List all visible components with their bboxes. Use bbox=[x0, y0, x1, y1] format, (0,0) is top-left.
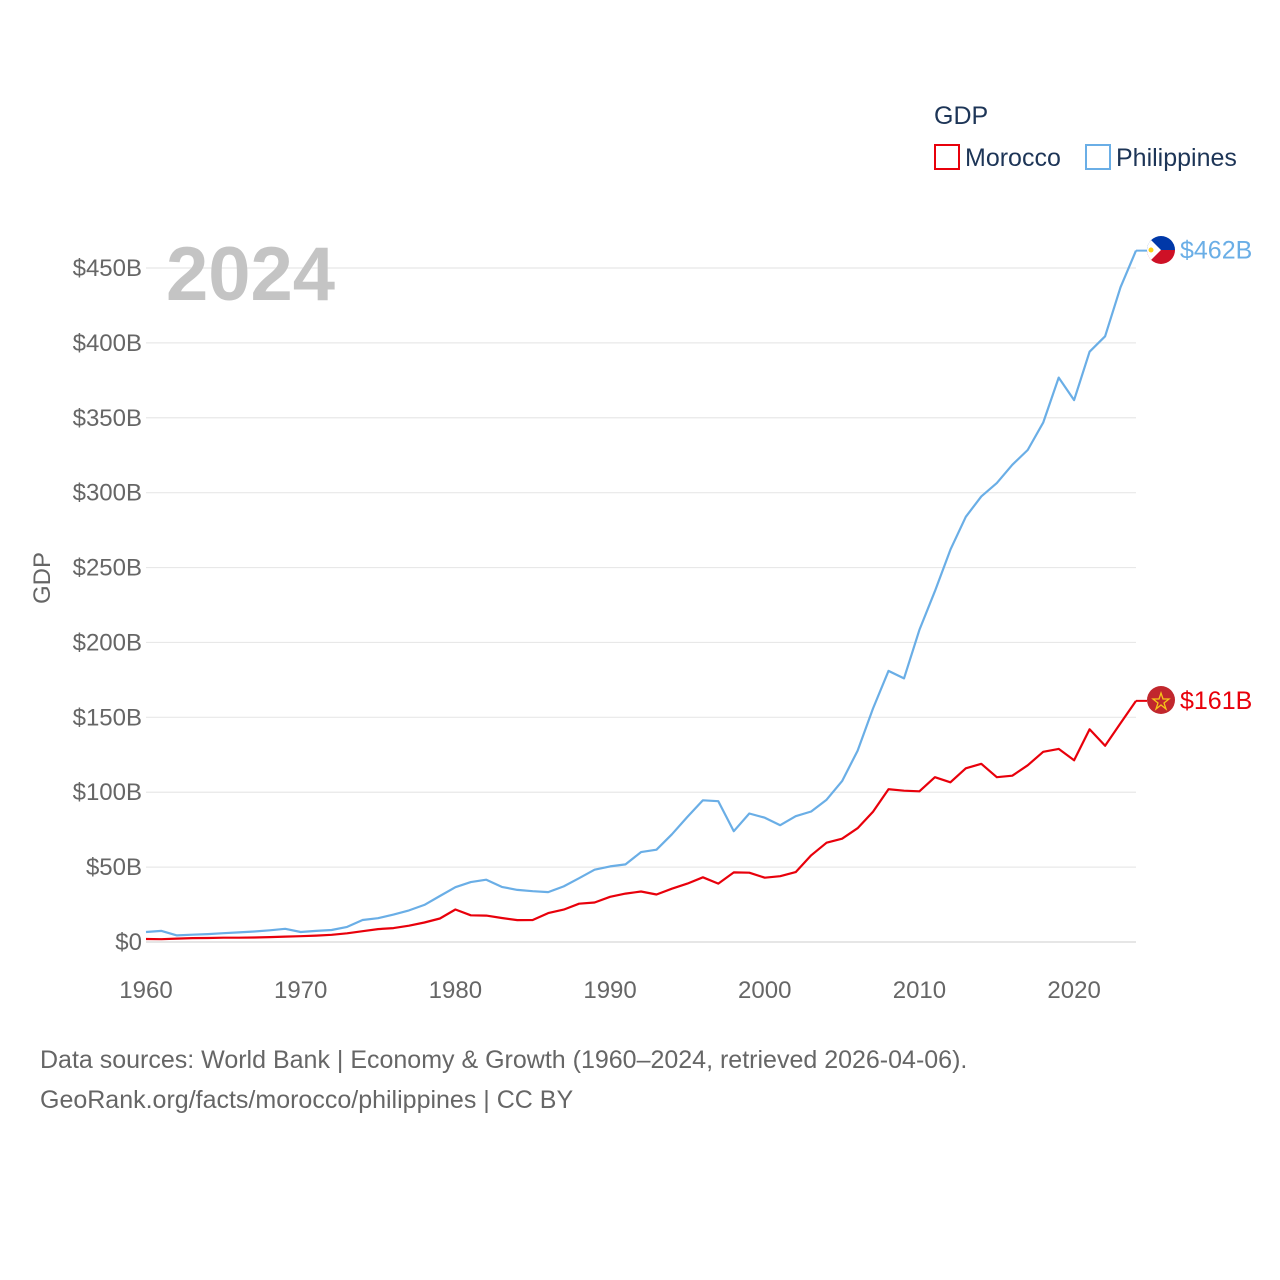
x-tick-label: 2010 bbox=[893, 977, 946, 1004]
y-tick-label: $0 bbox=[115, 929, 142, 956]
legend-swatch-philippines bbox=[1085, 144, 1111, 170]
y-tick-label: $250B bbox=[73, 555, 142, 582]
y-tick-label: $400B bbox=[73, 330, 142, 357]
series-endpoints: $161B $462B bbox=[1136, 237, 1252, 715]
legend-title: GDP bbox=[934, 102, 988, 130]
x-tick-label: 2000 bbox=[738, 977, 791, 1004]
series-line-morocco bbox=[145, 700, 1137, 941]
x-tick-label: 1990 bbox=[583, 977, 636, 1004]
legend: GDP Morocco Philippines bbox=[934, 102, 1237, 172]
legend-label-morocco: Morocco bbox=[965, 144, 1061, 172]
end-value-label-philippines: $462B bbox=[1180, 237, 1252, 265]
source-line-1: Data sources: World Bank | Economy & Gro… bbox=[40, 1046, 968, 1074]
series-line-philippines bbox=[145, 250, 1138, 937]
y-axis-title: GDP bbox=[29, 552, 56, 604]
y-axis-ticks: $0 $50B $100B $150B $200B $250B $300B $350B $400… bbox=[73, 255, 142, 956]
series-lines bbox=[145, 250, 1138, 941]
y-tick-label: $100B bbox=[73, 779, 142, 806]
y-tick-label: $350B bbox=[73, 405, 142, 432]
source-line-2: GeoRank.org/facts/morocco/philippines | … bbox=[40, 1086, 574, 1114]
legend-label-philippines: Philippines bbox=[1116, 144, 1237, 172]
x-tick-label: 1980 bbox=[429, 977, 482, 1004]
x-tick-label: 2020 bbox=[1047, 977, 1100, 1004]
legend-item-morocco[interactable]: Morocco bbox=[934, 144, 1061, 172]
legend-swatch-morocco bbox=[934, 144, 960, 170]
x-tick-label: 1970 bbox=[274, 977, 327, 1004]
y-tick-label: $150B bbox=[73, 704, 142, 731]
gridlines bbox=[146, 267, 1136, 943]
y-tick-label: $50B bbox=[86, 854, 142, 881]
morocco-flag-icon bbox=[1147, 686, 1175, 714]
y-tick-label: $300B bbox=[73, 480, 142, 507]
x-axis-ticks: 1960 1970 1980 1990 2000 2010 2020 bbox=[119, 977, 1101, 1004]
year-label: 2024 bbox=[166, 232, 335, 317]
y-tick-label: $450B bbox=[73, 255, 142, 282]
philippines-flag-icon bbox=[1147, 236, 1175, 264]
source-note: Data sources: World Bank | Economy & Gro… bbox=[40, 1040, 967, 1120]
x-tick-label: 1960 bbox=[119, 977, 172, 1004]
end-value-label-morocco: $161B bbox=[1180, 687, 1252, 715]
y-tick-label: $200B bbox=[73, 629, 142, 656]
legend-item-philippines[interactable]: Philippines bbox=[1085, 144, 1237, 172]
